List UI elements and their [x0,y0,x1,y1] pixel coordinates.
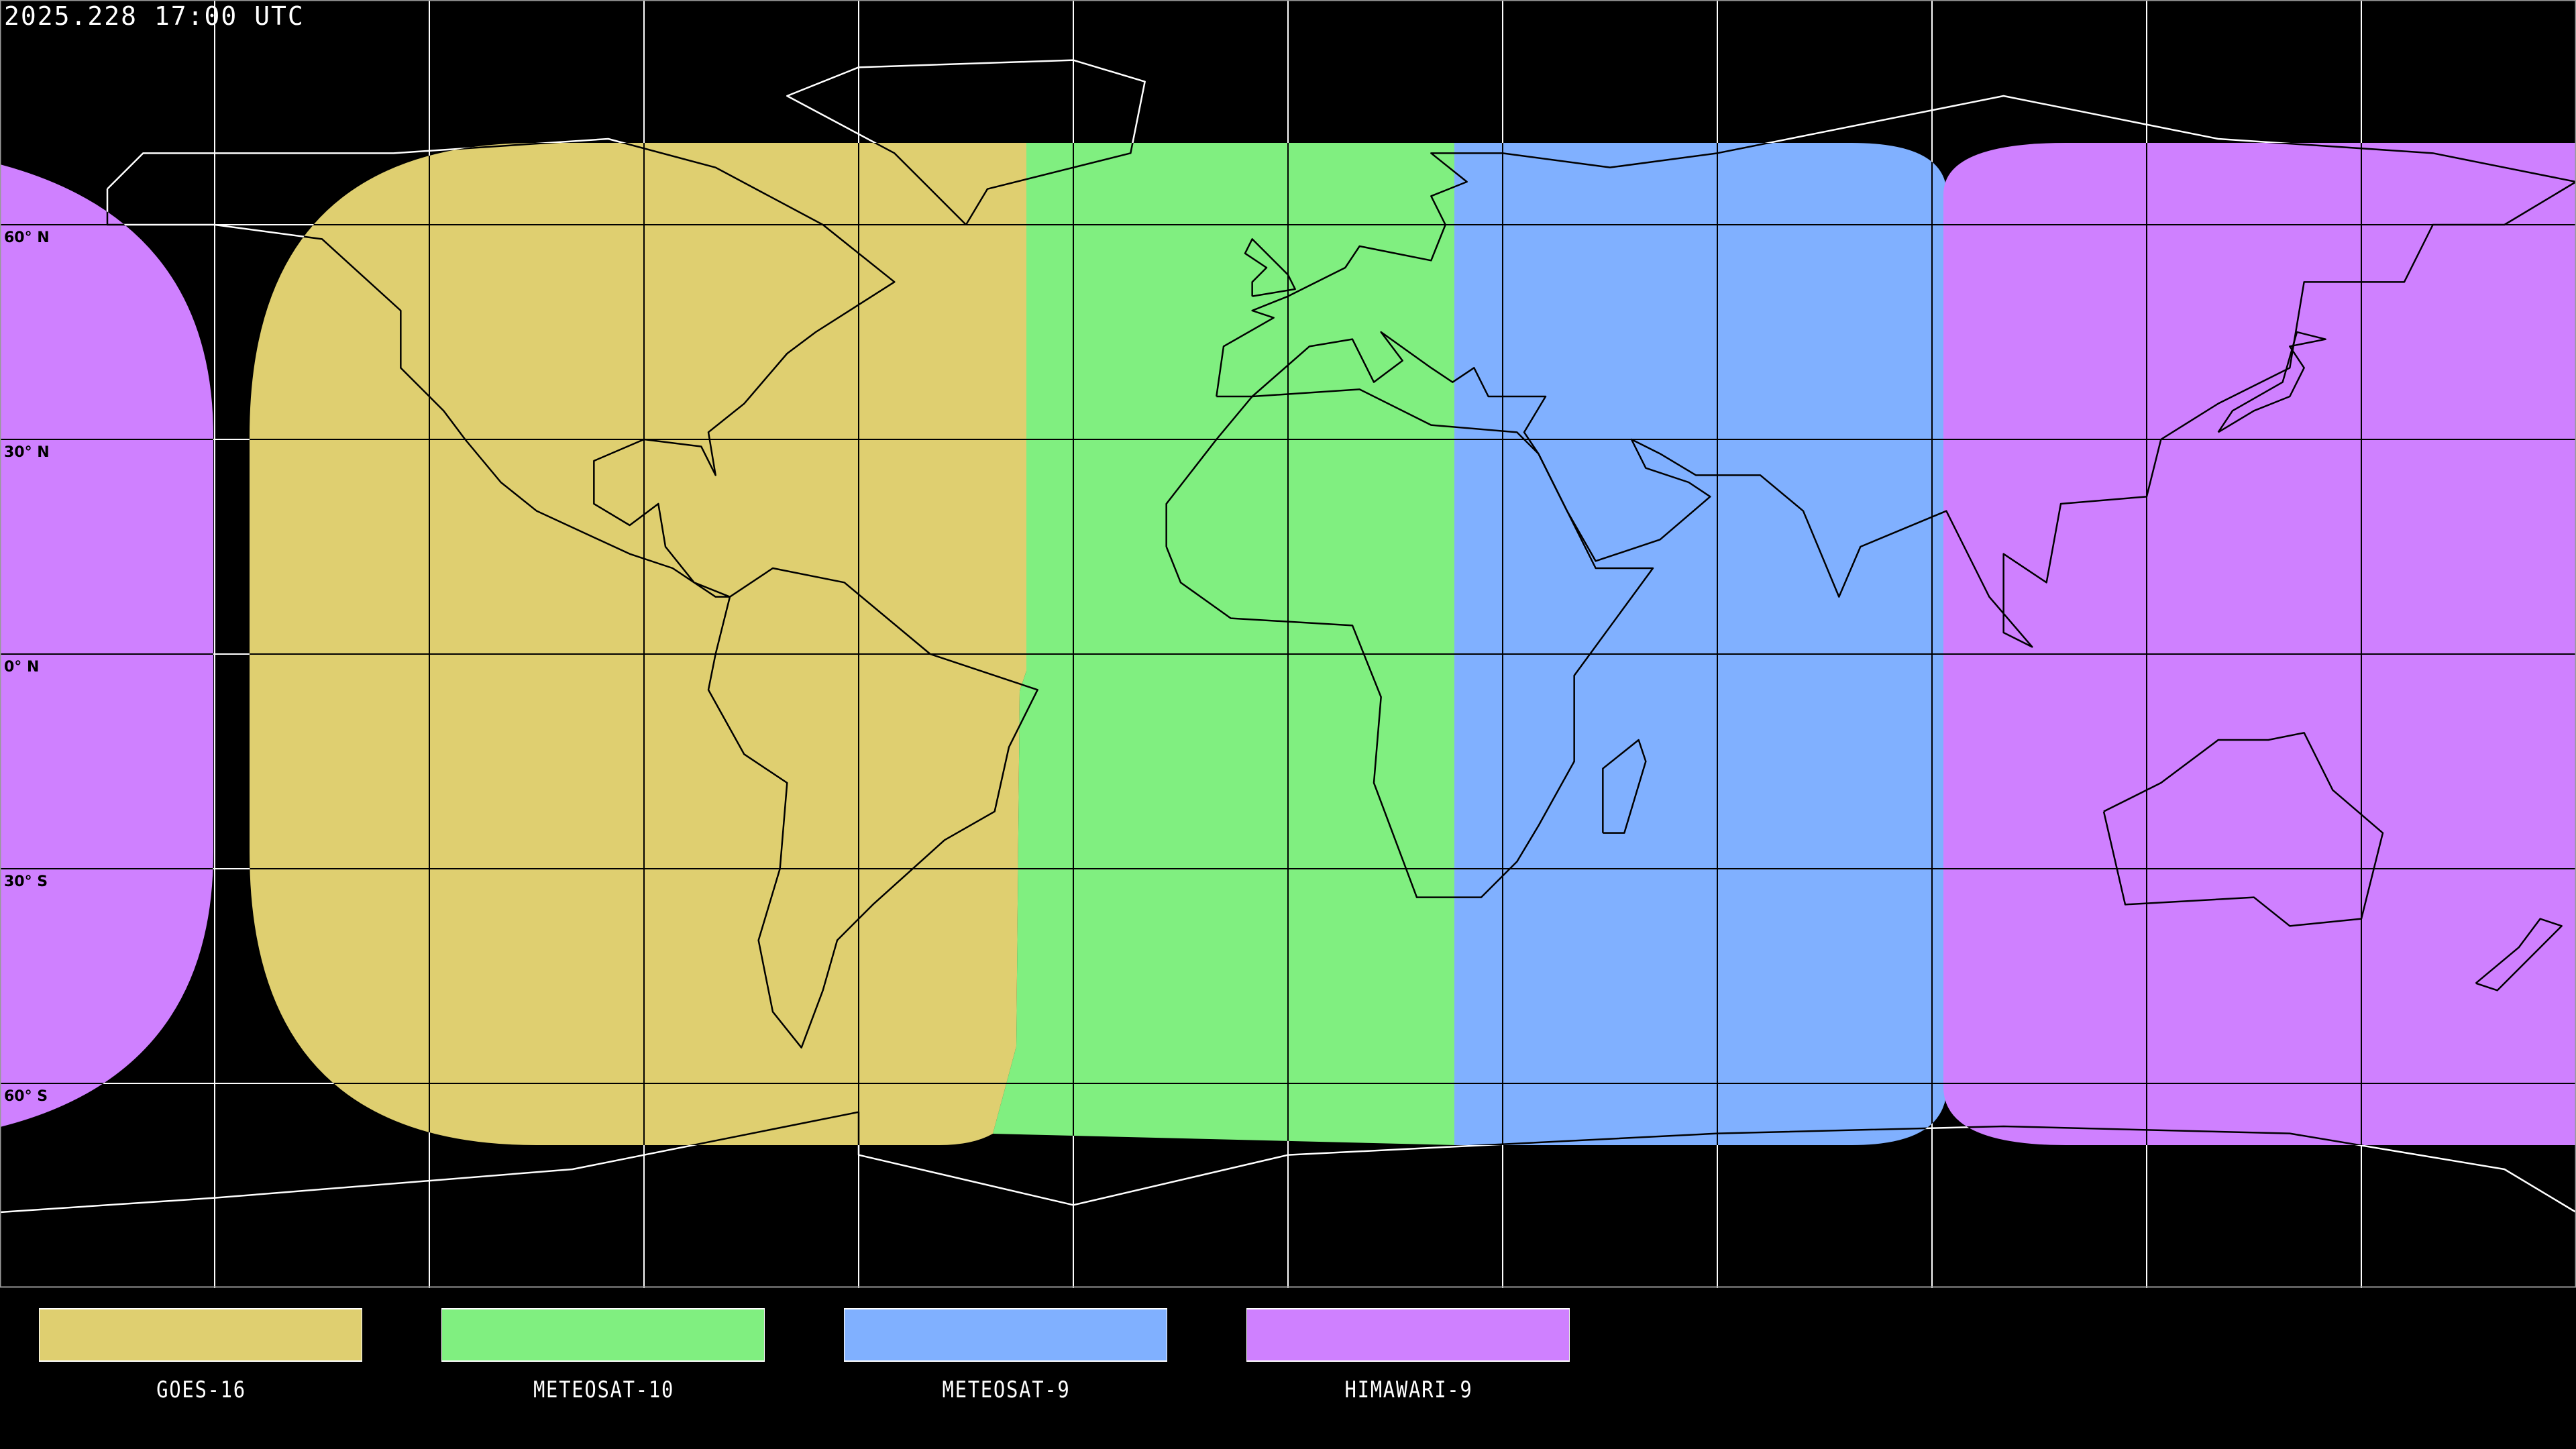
coastline-japan [2217,331,2326,433]
graticule-overlay [0,0,2576,1288]
coastline-africa [1165,388,1654,898]
coastline-north-america [106,143,896,598]
legend-swatch [39,1308,362,1362]
coastline-eurasia [1216,143,2576,648]
coastline-greenland [786,143,1146,225]
coverage-regions [0,143,2576,1145]
coverage-himawari-9 [1943,143,2576,1145]
lat-label-30n: 30° N [4,444,50,461]
coverage-himawari-9-wrap [0,164,213,1127]
lat-label-30s: 30° S [4,873,48,890]
coverage-goes-16 [250,143,1114,1145]
lat-label-60n: 60° N [4,229,50,246]
legend-swatch [844,1308,1167,1362]
legend-label: METEOSAT-10 [533,1377,675,1403]
legend-item-meteosat-9: METEOSAT-9 [844,1308,1169,1403]
coastline-australia [2102,732,2384,927]
coastline-new-zealand [2475,918,2563,991]
coverage-meteosat-10 [993,143,1456,1145]
coastlines-overlay [0,143,2576,1145]
legend-swatch [1246,1308,1570,1362]
legend-label: HIMAWARI-9 [1344,1377,1473,1403]
coastline-antarctica [0,1111,2576,1145]
legend-swatch [441,1308,765,1362]
coastline-madagascar [1602,739,1647,834]
timestamp: 2025.228 17:00 UTC [4,1,305,31]
coastline-great-britain [1244,238,1296,297]
lat-label-60s: 60° S [4,1088,48,1105]
legend-item-meteosat-10: METEOSAT-10 [441,1308,766,1403]
lat-label-0: 0° N [4,659,40,676]
coverage-map [0,0,2576,1288]
coastline-south-america [707,567,1038,1049]
legend-label: GOES-16 [156,1377,246,1403]
legend-item-himawari-9: HIMAWARI-9 [1246,1308,1571,1403]
legend-label: METEOSAT-9 [942,1377,1071,1403]
coverage-meteosat-9 [1454,143,1947,1145]
legend-item-goes-16: GOES-16 [39,1308,364,1403]
